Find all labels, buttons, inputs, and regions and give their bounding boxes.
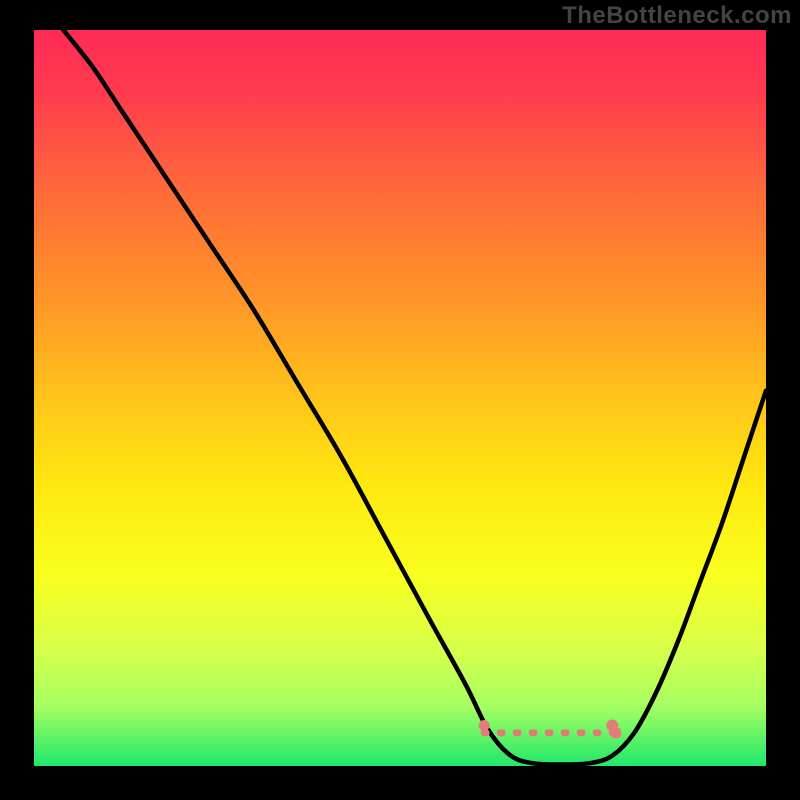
bottleneck-curve xyxy=(63,30,766,765)
optimal-range-dot xyxy=(610,727,621,738)
curve-svg xyxy=(34,30,766,766)
plot-area xyxy=(34,30,766,766)
optimal-range-dot xyxy=(479,720,490,731)
chart-root: TheBottleneck.com xyxy=(0,0,800,800)
watermark-text: TheBottleneck.com xyxy=(562,2,792,30)
